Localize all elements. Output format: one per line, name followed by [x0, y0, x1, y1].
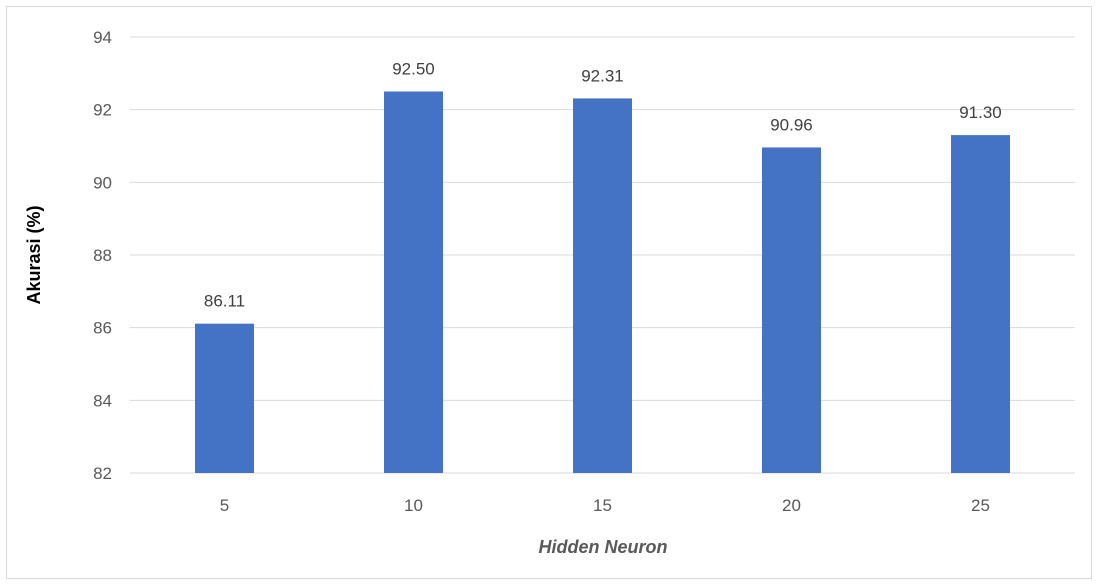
y-axis-title: Akurasi (%)	[24, 205, 44, 304]
data-label-15: 92.31	[581, 66, 624, 85]
data-label-20: 90.96	[770, 115, 813, 134]
x-tick-label-25: 25	[971, 496, 990, 515]
bar-10	[384, 91, 443, 473]
x-axis-ticks: 5 10 15 20 25	[220, 496, 990, 515]
bar-15	[573, 98, 632, 474]
x-tick-label-20: 20	[782, 496, 801, 515]
y-tick-label-92: 92	[93, 101, 112, 120]
y-tick-label-88: 88	[93, 246, 112, 265]
y-tick-label-86: 86	[93, 319, 112, 338]
chart-frame	[6, 6, 1092, 579]
data-label-25: 91.30	[959, 103, 1002, 122]
y-tick-label-84: 84	[93, 391, 112, 410]
x-tick-label-5: 5	[220, 496, 229, 515]
y-tick-label-94: 94	[93, 28, 112, 47]
x-tick-label-10: 10	[404, 496, 423, 515]
bar-20	[762, 147, 821, 473]
x-tick-label-15: 15	[593, 496, 612, 515]
y-tick-label-82: 82	[93, 464, 112, 483]
y-tick-label-90: 90	[93, 173, 112, 192]
data-label-10: 92.50	[392, 60, 435, 79]
bars	[195, 91, 1010, 474]
data-labels: 86.11 92.50 92.31 90.96 91.30	[204, 60, 1002, 311]
data-label-5: 86.11	[204, 292, 245, 311]
bar-5	[195, 323, 254, 473]
grid-lines	[130, 36, 1075, 474]
x-axis-title: Hidden Neuron	[539, 537, 668, 557]
y-axis-ticks: 82 84 86 88 90 92 94	[93, 28, 112, 483]
bar-25	[951, 135, 1010, 473]
